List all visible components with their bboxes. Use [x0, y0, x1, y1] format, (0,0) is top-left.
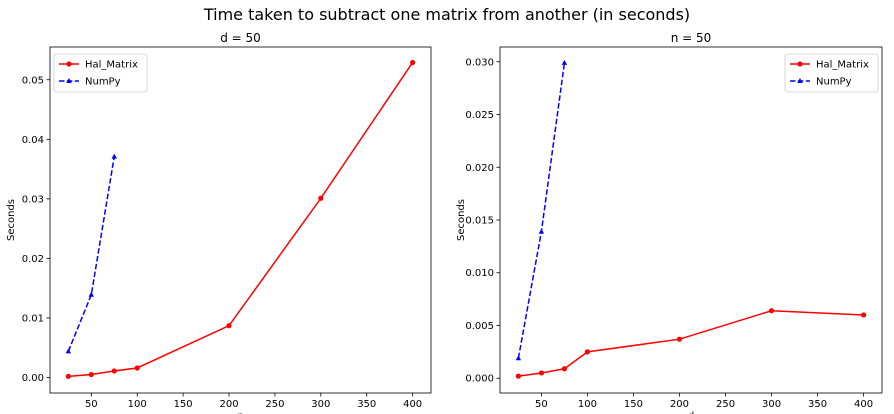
x-tick-label: 200: [219, 399, 238, 410]
legend: Hal_Matrix NumPy: [53, 53, 148, 93]
data-point: [65, 373, 71, 379]
legend-label: NumPy: [816, 77, 852, 88]
data-point: [538, 228, 545, 234]
y-tick-label: 0.010: [465, 268, 494, 279]
data-point: [88, 291, 95, 297]
y-tick-label: 0.005: [465, 321, 494, 332]
y-tick-label: 0.020: [465, 163, 494, 174]
data-point: [561, 366, 568, 372]
legend-marker: [797, 78, 803, 83]
x-tick-label: 250: [265, 399, 284, 410]
data-point: [318, 195, 324, 201]
y-tick-label: 0.02: [22, 254, 44, 265]
data-point: [134, 365, 140, 371]
x-tick-label: 50: [85, 399, 98, 410]
y-tick-label: 0.04: [22, 135, 44, 146]
axes-frame: [49, 46, 432, 394]
y-tick-label: 0.015: [465, 216, 494, 227]
data-point: [111, 368, 117, 374]
data-point: [515, 355, 522, 361]
data-point: [676, 336, 683, 342]
data-point: [65, 348, 72, 354]
series-line-hal-matrix: [518, 309, 864, 377]
data-point: [584, 349, 591, 355]
x-tick-label: 150: [624, 399, 643, 410]
legend-label: Hal_Matrix: [816, 60, 869, 71]
x-axis-label: d: [688, 411, 694, 414]
y-tick-label: 0.000: [465, 374, 494, 385]
x-tick-label: 100: [578, 399, 597, 410]
x-tick-label: 400: [854, 399, 873, 410]
legend-marker: [66, 61, 72, 67]
y-axis-label: Seconds: [6, 199, 17, 241]
x-tick-label: 300: [762, 399, 781, 410]
chart-panel-2: n = 50 50 100 150 200 250 300 350 400 0.000 0.005 0…: [456, 31, 883, 414]
x-tick-label: 350: [808, 399, 827, 410]
data-point: [561, 59, 568, 65]
figure-title: Time taken to subtract one matrix from a…: [203, 5, 691, 24]
x-tick-label: 100: [128, 399, 147, 410]
legend-marker: [66, 78, 72, 83]
y-tick-label: 0.03: [22, 194, 44, 205]
data-point: [111, 153, 117, 159]
axes-frame: [499, 46, 883, 394]
data-point: [88, 371, 94, 378]
legend-label: NumPy: [85, 77, 121, 88]
x-axis-label: n: [237, 411, 243, 414]
series-line-numpy: [67, 156, 116, 352]
legend-label: Hal_Matrix: [85, 60, 138, 71]
legend-marker: [797, 61, 803, 67]
y-tick-label: 0.030: [465, 57, 494, 68]
series-line-hal-matrix: [68, 62, 414, 378]
data-point: [768, 308, 775, 314]
y-tick-label: 0.00: [22, 373, 44, 384]
y-axis-label: Seconds: [456, 199, 467, 241]
series-line-numpy: [517, 62, 566, 359]
panel-title: n = 50: [671, 31, 712, 45]
x-tick-label: 300: [311, 399, 330, 410]
x-tick-label: 200: [670, 399, 689, 410]
x-tick-label: 50: [535, 399, 548, 410]
data-point: [226, 323, 232, 329]
y-tick-label: 0.01: [22, 313, 44, 324]
y-tick-label: 0.05: [22, 75, 44, 86]
data-point: [515, 373, 522, 379]
x-tick-label: 150: [174, 399, 193, 410]
legend: Hal_Matrix NumPy: [784, 53, 879, 93]
x-tick-label: 400: [403, 399, 422, 410]
data-point: [860, 312, 867, 318]
panel-title: d = 50: [220, 31, 261, 45]
data-point: [538, 370, 545, 376]
x-tick-label: 350: [357, 399, 376, 410]
x-tick-label: 250: [716, 399, 735, 410]
data-point: [410, 59, 416, 66]
chart-panel-1: d = 50 50 100 150 200 250 300 350 400 0.00 0.01 0.0…: [6, 31, 432, 414]
y-tick-label: 0.025: [465, 110, 494, 121]
